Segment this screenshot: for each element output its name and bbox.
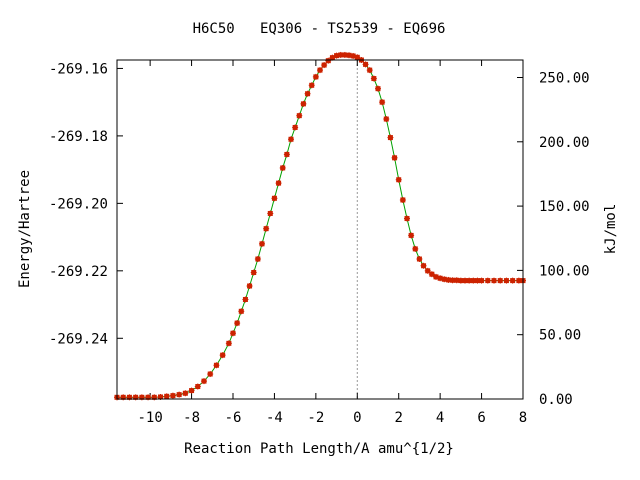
x-tick-label: -2 xyxy=(307,410,324,426)
x-tick-label: -8 xyxy=(183,410,200,426)
data-point xyxy=(509,277,516,284)
data-point xyxy=(362,61,369,68)
data-point xyxy=(246,283,253,289)
x-tick-label: 2 xyxy=(394,410,402,426)
y2-tick-label: 200.00 xyxy=(539,135,590,151)
x-tick-label: -10 xyxy=(137,410,162,426)
data-point xyxy=(387,134,394,141)
data-point xyxy=(182,390,189,397)
data-point xyxy=(503,277,510,284)
data-point xyxy=(292,124,299,131)
y-tick-label: -269.22 xyxy=(49,264,108,280)
x-tick-label: 8 xyxy=(519,410,527,426)
data-point xyxy=(304,90,311,97)
data-point xyxy=(254,256,261,263)
data-point xyxy=(219,352,226,359)
data-point xyxy=(234,320,241,327)
data-point xyxy=(325,57,332,64)
data-point xyxy=(395,176,402,183)
data-point xyxy=(238,308,245,315)
data-point xyxy=(275,180,282,187)
data-point xyxy=(321,62,328,69)
y-tick-label: -269.16 xyxy=(49,61,108,77)
data-point xyxy=(383,116,390,123)
data-point xyxy=(230,330,236,337)
data-point xyxy=(225,340,232,347)
data-point xyxy=(375,85,381,92)
data-point xyxy=(412,245,419,252)
data-point xyxy=(366,67,373,74)
x-tick-label: 6 xyxy=(477,410,485,426)
data-point xyxy=(404,215,410,222)
x-tick-label: 4 xyxy=(436,410,444,426)
x-tick-label: -4 xyxy=(266,410,283,426)
y2-tick-label: 0.00 xyxy=(539,392,573,408)
y2-axis-label: kJ/mol xyxy=(603,204,619,255)
y-tick-label: -269.20 xyxy=(49,196,108,212)
data-point xyxy=(169,392,176,399)
data-point xyxy=(271,195,278,202)
data-points xyxy=(114,51,526,401)
data-point xyxy=(242,296,249,303)
data-point xyxy=(267,210,274,217)
data-point xyxy=(317,67,323,74)
data-point xyxy=(300,100,307,107)
data-point xyxy=(497,277,504,284)
y2-tick-label: 50.00 xyxy=(539,328,581,344)
chart-title: H6C50 EQ306 - TS2539 - EQ696 xyxy=(193,21,446,37)
data-point xyxy=(213,362,220,369)
data-point xyxy=(176,391,183,398)
data-point xyxy=(194,383,201,390)
data-point xyxy=(491,277,497,284)
data-point xyxy=(391,154,398,161)
energy-curve xyxy=(117,54,523,398)
data-point xyxy=(399,196,406,203)
plot-frame xyxy=(116,59,524,400)
data-point xyxy=(296,112,303,119)
x-tick-label: 0 xyxy=(353,410,361,426)
data-point xyxy=(478,277,485,284)
data-point xyxy=(370,75,377,82)
x-tick-label: -6 xyxy=(225,410,242,426)
data-point xyxy=(354,54,361,61)
y-axis-label: Energy/Hartree xyxy=(17,170,33,288)
data-point xyxy=(201,378,207,385)
data-point xyxy=(312,73,319,80)
axis-ticks: -10 -8 -6 -4 -2 0 2 4 6 8 -269.16 -269.18 -269.20 -26… xyxy=(49,60,590,426)
data-point xyxy=(428,271,435,278)
y-tick-label: -269.24 xyxy=(49,331,108,347)
data-point xyxy=(424,267,431,274)
data-point xyxy=(420,262,427,269)
series-line xyxy=(117,54,523,398)
x-axis-label: Reaction Path Length/A amu^{1/2} xyxy=(184,441,454,457)
data-point xyxy=(279,164,286,171)
data-point xyxy=(250,269,257,276)
data-point xyxy=(288,136,294,143)
data-point xyxy=(283,151,290,158)
data-point xyxy=(484,277,491,284)
data-point xyxy=(379,99,386,106)
data-point xyxy=(263,225,270,232)
data-point xyxy=(163,393,170,400)
data-point xyxy=(308,82,315,89)
data-point xyxy=(207,371,214,378)
data-point xyxy=(188,387,195,394)
data-point xyxy=(408,232,415,239)
y2-tick-label: 100.00 xyxy=(539,263,590,279)
data-point xyxy=(416,256,423,263)
y2-tick-label: 250.00 xyxy=(539,70,590,86)
y2-tick-label: 150.00 xyxy=(539,199,590,215)
data-point xyxy=(259,240,265,247)
y-tick-label: -269.18 xyxy=(49,129,108,145)
